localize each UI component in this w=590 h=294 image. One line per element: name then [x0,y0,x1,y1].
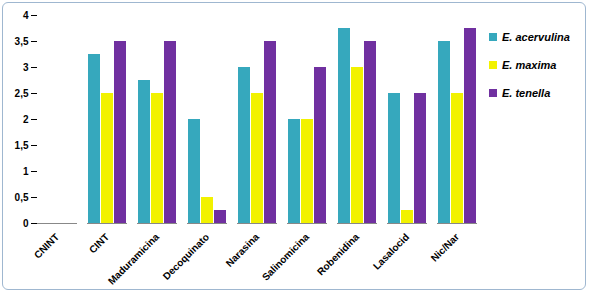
html-text:E. acervulina: E. acervulina [502,31,570,43]
svg-text:Maduramicina: Maduramicina [106,231,162,287]
svg-text:4: 4 [23,10,29,21]
svg-text:Decoquinato: Decoquinato [161,231,212,282]
svg-text:Robenidina: Robenidina [315,231,362,278]
svg-text:0: 0 [23,218,29,229]
svg-text:CINT: CINT [87,231,111,255]
svg-text:0,5: 0,5 [15,192,29,203]
svg-text:Lasalocid: Lasalocid [371,231,411,271]
svg-text:1: 1 [23,166,29,177]
svg-text:CNINT: CNINT [32,231,61,260]
html-text:E. tenella: E. tenella [502,87,551,99]
svg-text:2,5: 2,5 [15,88,29,99]
svg-text:1,5: 1,5 [15,140,29,151]
svg-text:Narasina: Narasina [224,231,262,269]
svg-text:Salinomicina: Salinomicina [260,231,312,283]
svg-text:Nic/Nar: Nic/Nar [429,231,462,264]
svg-text:3: 3 [23,62,29,73]
svg-text:3,5: 3,5 [15,36,29,47]
html-text:E. maxima: E. maxima [502,59,557,71]
svg-text:2: 2 [23,114,29,125]
